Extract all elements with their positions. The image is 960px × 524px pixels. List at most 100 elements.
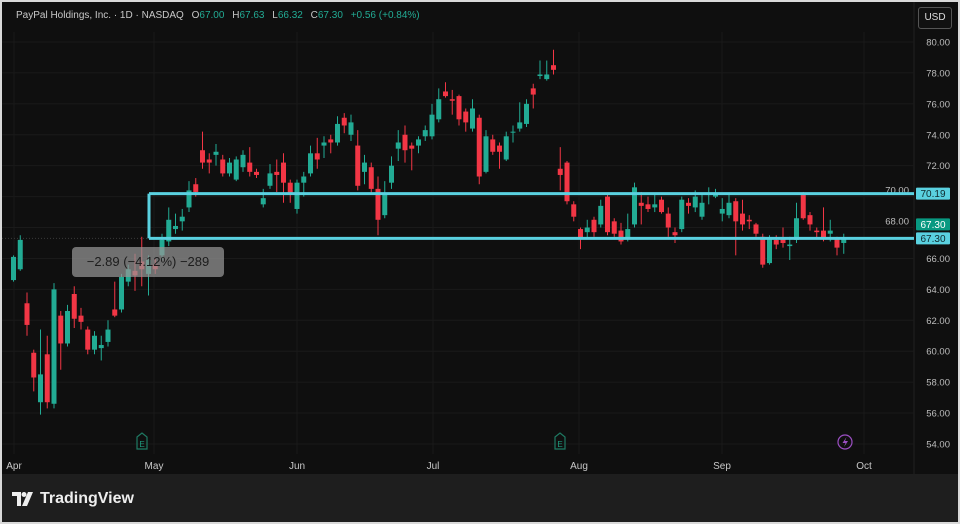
- candle-body: [632, 187, 637, 225]
- candle-body: [247, 162, 253, 172]
- footer-bar: TradingView: [2, 474, 958, 522]
- lightning-marker-icon[interactable]: [837, 434, 853, 450]
- x-tick-label: Sep: [713, 461, 731, 472]
- candle: [470, 99, 475, 132]
- candle: [463, 108, 469, 132]
- candle: [308, 145, 313, 177]
- candlestick-chart[interactable]: 80.00 78.00 76.00 74.00 72.00 70.00 68.00 66.00…: [2, 2, 958, 474]
- candle: [65, 304, 70, 347]
- candle-body: [733, 201, 739, 222]
- candle-body: [213, 151, 219, 155]
- y-tick-label: 68.00: [885, 217, 909, 228]
- candle: [274, 159, 280, 192]
- candle: [58, 311, 64, 370]
- candle-body: [382, 193, 388, 216]
- candle: [375, 176, 381, 236]
- candle: [227, 157, 232, 177]
- candle-body: [584, 227, 590, 233]
- candle-body: [92, 335, 97, 350]
- candle: [834, 236, 840, 256]
- candle-body: [355, 145, 361, 186]
- candle-body: [834, 238, 840, 248]
- y-tick-label: 74.00: [926, 130, 950, 141]
- y-tick-label: 80.00: [926, 38, 950, 49]
- candle-body: [409, 145, 415, 149]
- candle: [24, 292, 30, 336]
- candle: [436, 88, 442, 123]
- earnings-tag: [554, 432, 566, 450]
- candle: [233, 156, 239, 182]
- candle: [389, 156, 394, 189]
- currency-button[interactable]: USD: [918, 7, 952, 29]
- x-tick-label: Jun: [289, 461, 305, 472]
- candle-body: [773, 239, 779, 245]
- candle-body: [544, 74, 550, 80]
- candle-body: [85, 329, 91, 350]
- candle: [726, 195, 732, 219]
- candle-body: [659, 199, 664, 213]
- candle: [524, 99, 529, 128]
- candle-body: [618, 230, 624, 242]
- candle: [71, 286, 77, 329]
- candle: [409, 142, 415, 171]
- candle: [665, 207, 671, 237]
- candle: [38, 329, 43, 415]
- symbol-title[interactable]: PayPal Holdings, Inc. · 1D · NASDAQ: [16, 10, 184, 21]
- candle: [51, 283, 57, 409]
- candle-body: [220, 159, 226, 174]
- candle-body: [503, 136, 509, 160]
- candle: [220, 154, 226, 177]
- brand-name: TradingView: [40, 490, 134, 507]
- zone-bottom-price-badge: 67.30: [916, 232, 950, 245]
- candle-body: [490, 139, 496, 152]
- candle-body: [497, 145, 502, 152]
- candle: [564, 161, 570, 205]
- candle-body: [206, 159, 212, 163]
- candle-body: [105, 329, 111, 342]
- y-tick-label: 64.00: [926, 285, 950, 296]
- candle: [362, 154, 367, 185]
- candle: [679, 196, 685, 233]
- candle: [98, 335, 104, 361]
- earnings-marker-icon[interactable]: E: [554, 432, 566, 450]
- candle-body: [605, 196, 610, 233]
- candle-body: [368, 167, 374, 189]
- candle: [78, 307, 84, 330]
- candle-body: [530, 88, 536, 95]
- candle: [321, 136, 327, 158]
- candle-body: [173, 225, 178, 230]
- candle: [625, 213, 631, 242]
- candle-body: [517, 122, 523, 129]
- candle-body: [429, 114, 435, 137]
- y-tick-label: 58.00: [926, 378, 950, 389]
- candle-body: [719, 208, 725, 214]
- candle: [746, 215, 752, 230]
- candle: [281, 153, 286, 203]
- candle-body: [449, 99, 455, 101]
- candle-body: [65, 311, 70, 344]
- earnings-marker-icon[interactable]: E: [136, 432, 148, 450]
- candle-body: [787, 244, 793, 247]
- candle-body: [456, 96, 462, 120]
- candle-body: [672, 232, 678, 236]
- candle-body: [753, 224, 759, 234]
- candle-body: [395, 142, 401, 149]
- candle: [44, 335, 50, 409]
- candle: [416, 136, 421, 154]
- candle-body: [436, 99, 442, 120]
- candle-body: [510, 131, 516, 133]
- candle-body: [402, 134, 408, 151]
- candle-body: [692, 196, 698, 208]
- candle: [557, 147, 563, 191]
- candle-body: [564, 162, 570, 202]
- earnings-tag: [136, 432, 148, 450]
- candle-body: [287, 182, 293, 194]
- high-value: 67.63: [239, 10, 265, 21]
- tradingview-logo[interactable]: TradingView: [12, 490, 134, 508]
- candle: [85, 326, 91, 355]
- candle-body: [746, 219, 752, 222]
- candle: [112, 281, 118, 318]
- candle-body: [422, 130, 428, 137]
- candle-body: [51, 289, 57, 404]
- candle: [476, 114, 482, 185]
